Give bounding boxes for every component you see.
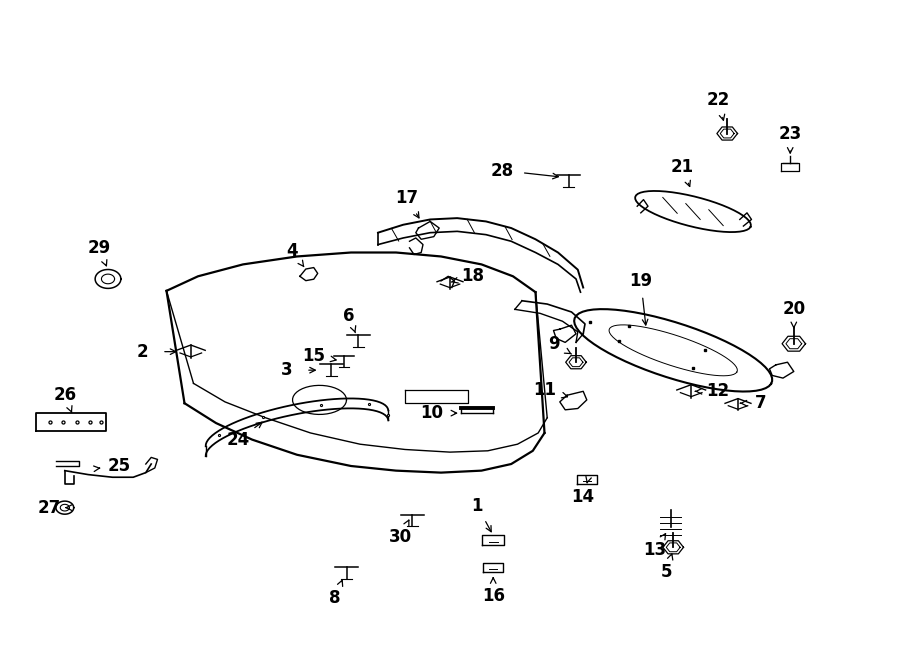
Text: 15: 15: [302, 346, 325, 365]
Text: 26: 26: [53, 386, 76, 405]
Text: 20: 20: [782, 300, 806, 319]
Text: 21: 21: [670, 157, 694, 176]
Text: 10: 10: [420, 404, 444, 422]
Text: 13: 13: [644, 541, 667, 559]
Text: 7: 7: [755, 394, 766, 412]
Text: 2: 2: [137, 342, 148, 361]
Text: 23: 23: [778, 124, 802, 143]
Text: 11: 11: [533, 381, 556, 399]
Text: 25: 25: [107, 457, 130, 475]
Text: 24: 24: [227, 430, 250, 449]
Text: 19: 19: [629, 272, 652, 290]
Text: 22: 22: [706, 91, 730, 110]
Text: 14: 14: [572, 488, 595, 506]
Text: 12: 12: [706, 382, 730, 401]
Text: 29: 29: [87, 239, 111, 257]
Text: 8: 8: [329, 589, 340, 607]
Text: 27: 27: [38, 498, 61, 517]
Text: 6: 6: [344, 307, 355, 325]
Text: 17: 17: [395, 189, 419, 208]
Text: 1: 1: [472, 496, 482, 515]
Text: 30: 30: [389, 527, 412, 546]
Text: 28: 28: [491, 161, 514, 180]
Text: 18: 18: [461, 267, 484, 286]
Text: 4: 4: [287, 242, 298, 260]
Text: 3: 3: [281, 361, 292, 379]
Text: 9: 9: [548, 334, 559, 353]
Text: 16: 16: [482, 587, 505, 605]
Text: 5: 5: [661, 563, 671, 581]
